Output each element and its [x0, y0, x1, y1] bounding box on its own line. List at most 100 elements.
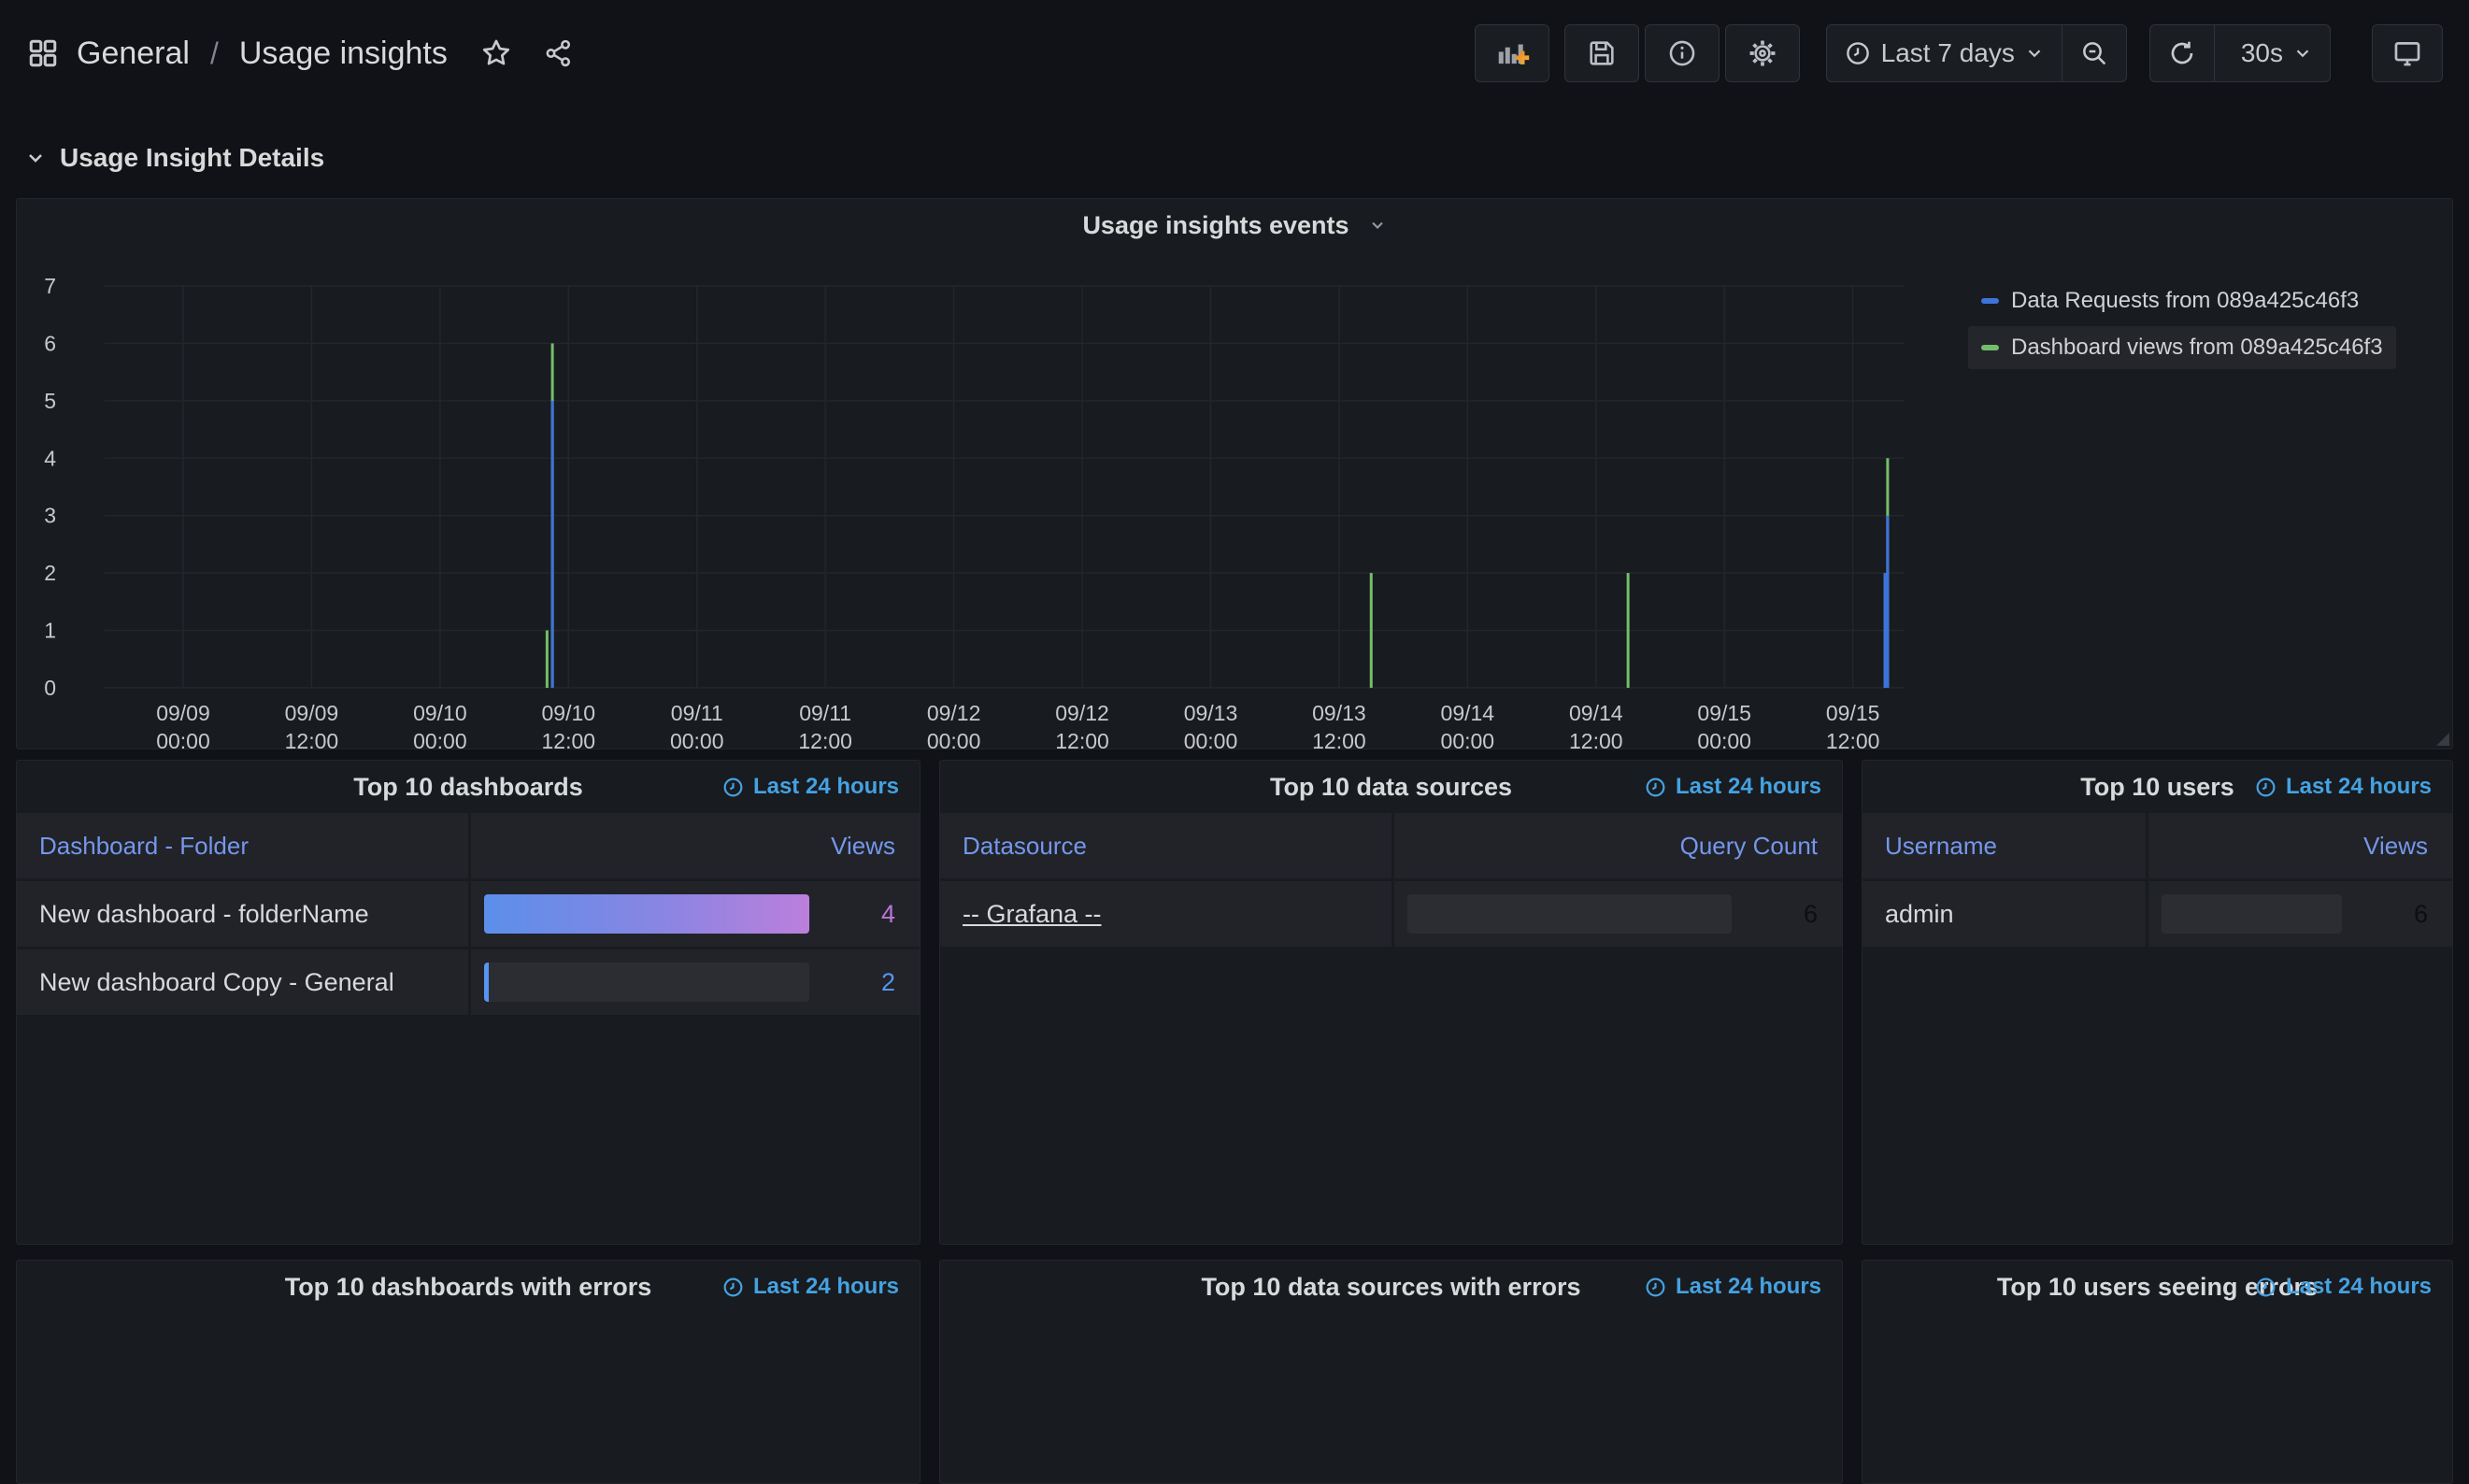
svg-text:00:00: 00:00	[1697, 729, 1751, 750]
svg-text:09/11: 09/11	[671, 701, 723, 725]
panel-top-10-users-seeing-errors: Top 10 users seeing errors Last 24 hours	[1862, 1260, 2453, 1484]
svg-text:0: 0	[44, 676, 56, 700]
panel-top-10-data-sources-with-errors: Top 10 data sources with errors Last 24 …	[939, 1260, 1843, 1484]
save-dashboard-button[interactable]	[1563, 24, 1639, 82]
panel-top-10-data-sources: Top 10 data sources Last 24 hours Dataso…	[939, 760, 1843, 1245]
time-range-picker[interactable]: Last 7 days	[1827, 25, 2062, 81]
svg-text:09/09: 09/09	[156, 701, 210, 725]
apps-grid-icon[interactable]	[26, 36, 60, 70]
svg-text:09/12: 09/12	[1055, 701, 1109, 725]
column-header[interactable]: Username	[1885, 831, 1997, 860]
chevron-down-icon	[2024, 43, 2045, 64]
bar-dashboard	[1626, 573, 1630, 688]
dashboard-insights-button[interactable]	[1644, 24, 1720, 82]
gauge-bar	[484, 894, 809, 934]
refresh-interval-picker[interactable]: 30s	[2213, 25, 2330, 81]
bar-dashboard	[1369, 573, 1373, 688]
panel-top-10-users: Top 10 users Last 24 hours Username View…	[1862, 760, 2453, 1245]
zoom-out-button[interactable]	[2061, 25, 2126, 81]
svg-text:00:00: 00:00	[1184, 729, 1238, 750]
svg-text:00:00: 00:00	[670, 729, 724, 750]
column-header[interactable]: Datasource	[963, 831, 1087, 860]
time-link[interactable]: Last 24 hours	[721, 1261, 899, 1313]
svg-text:4: 4	[44, 446, 56, 470]
table-top-10-data-sources: Datasource Query Count -- Grafana -- 6	[940, 813, 1842, 949]
time-series-chart[interactable]: 0 1 2 3 4 5 6 7 09/09 00:00 09/09 12:00 09/10 00:00 09…	[17, 199, 2454, 750]
time-picker-group: Last 7 days	[1825, 24, 2127, 82]
time-link[interactable]: Last 24 hours	[2254, 761, 2432, 813]
svg-text:09/10: 09/10	[413, 701, 467, 725]
panel-usage-insights-events: Usage insights events 0 1 2 3 4 5 6 7 09/09 00:00…	[16, 198, 2454, 750]
panel-title: Top 10 dashboards with errors	[284, 1272, 652, 1301]
svg-text:09/12: 09/12	[927, 701, 981, 725]
datasource-link[interactable]: -- Grafana --	[963, 899, 1102, 928]
svg-text:09/11: 09/11	[799, 701, 851, 725]
legend-item[interactable]: Data Requests from 089a425c46f3	[1968, 279, 2396, 322]
svg-text:6: 6	[44, 331, 56, 355]
chart-panel-header[interactable]: Usage insights events	[17, 199, 2452, 251]
svg-text:00:00: 00:00	[413, 729, 467, 750]
time-range-label: Last 7 days	[1880, 38, 2015, 67]
breadcrumb-folder[interactable]: General	[77, 35, 190, 71]
bar-data	[550, 400, 554, 688]
panel-title: Top 10 data sources	[1269, 772, 1513, 801]
table-row: -- Grafana -- 6	[940, 881, 1842, 947]
time-link[interactable]: Last 24 hours	[721, 761, 899, 813]
row-usage-insight-details[interactable]: Usage Insight Details	[24, 131, 324, 185]
time-link[interactable]: Last 24 hours	[2254, 1261, 2432, 1313]
legend-item[interactable]: Dashboard views from 089a425c46f3	[1968, 326, 2396, 369]
cell-value: 6	[1803, 899, 1818, 928]
svg-text:09/13: 09/13	[1184, 701, 1238, 725]
table-row: admin 6	[1862, 881, 2452, 947]
bar-data	[1886, 515, 1890, 688]
panel-title: Top 10 users	[2080, 772, 2234, 801]
table-top-10-users: Username Views admin 6	[1862, 813, 2452, 949]
chart-panel-title[interactable]: Usage insights events	[17, 199, 2452, 251]
gauge-min-marker	[484, 963, 489, 1002]
dashboard-settings-button[interactable]	[1724, 24, 1800, 82]
table-row: New dashboard - folderName 4	[17, 881, 920, 947]
column-header[interactable]: Views	[2363, 831, 2428, 860]
cell-label: New dashboard - folderName	[39, 899, 369, 928]
svg-text:09/09: 09/09	[285, 701, 339, 725]
panel-title: Top 10 data sources with errors	[1201, 1272, 1581, 1301]
breadcrumb-separator: /	[209, 36, 219, 70]
dashboard-toolbar: Last 7 days 30s	[1474, 24, 2443, 82]
svg-text:2: 2	[44, 561, 56, 585]
legend-swatch	[1981, 298, 1999, 304]
column-header[interactable]: Views	[831, 831, 895, 860]
time-link[interactable]: Last 24 hours	[1644, 1261, 1821, 1313]
star-icon[interactable]	[479, 36, 513, 70]
cell-label: New dashboard Copy - General	[39, 967, 394, 996]
svg-text:09/14: 09/14	[1441, 701, 1495, 725]
breadcrumb: General / Usage insights	[26, 24, 575, 82]
bar-data	[1883, 573, 1887, 688]
panel-top-10-dashboards-with-errors: Top 10 dashboards with errors Last 24 ho…	[16, 1260, 921, 1484]
table-header-row: Dashboard - Folder Views	[17, 813, 920, 878]
column-header[interactable]: Query Count	[1679, 831, 1818, 860]
svg-text:12:00: 12:00	[542, 729, 596, 750]
chevron-down-icon	[2292, 43, 2313, 64]
kiosk-mode-button[interactable]	[2372, 24, 2443, 82]
svg-text:09/15: 09/15	[1697, 701, 1751, 725]
gauge-bar	[1406, 894, 1732, 934]
time-link[interactable]: Last 24 hours	[1644, 761, 1821, 813]
chevron-down-icon	[24, 147, 47, 169]
svg-text:12:00: 12:00	[1826, 729, 1880, 750]
cell-value: 2	[880, 967, 895, 996]
column-header[interactable]: Dashboard - Folder	[39, 831, 249, 860]
bar-dashboard	[545, 630, 549, 688]
refresh-interval-label: 30s	[2240, 38, 2283, 67]
refresh-button[interactable]	[2150, 25, 2214, 81]
table-header-row: Datasource Query Count	[940, 813, 1842, 878]
share-icon[interactable]	[543, 37, 575, 69]
add-panel-button[interactable]	[1474, 24, 1549, 82]
cell-value: 6	[2413, 899, 2428, 928]
svg-text:09/13: 09/13	[1312, 701, 1366, 725]
breadcrumb-page: Usage insights	[238, 35, 448, 71]
svg-text:12:00: 12:00	[1569, 729, 1623, 750]
legend-swatch	[1981, 345, 1999, 350]
top-navigation-bar: General / Usage insights	[0, 0, 2469, 103]
chart-legend: Data Requests from 089a425c46f3 Dashboard…	[1968, 279, 2396, 369]
refresh-group: 30s	[2148, 24, 2331, 82]
